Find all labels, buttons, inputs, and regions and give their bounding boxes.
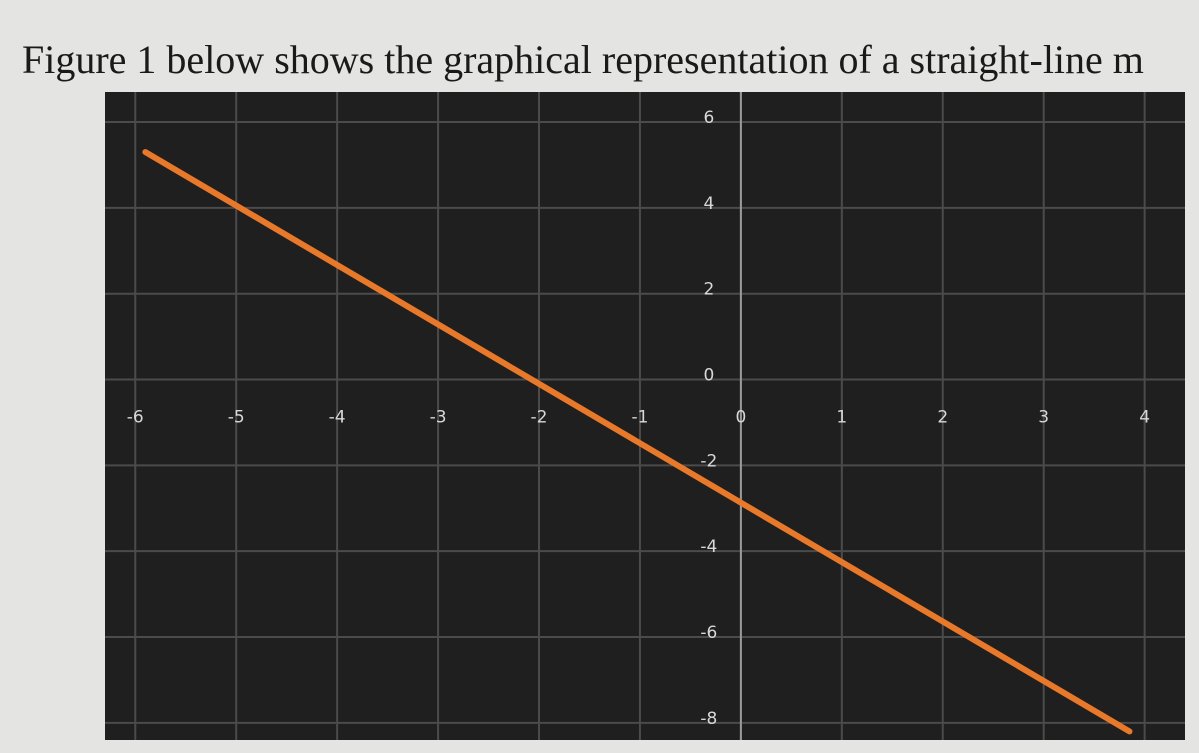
y-tick-label: -8 (700, 709, 717, 729)
y-tick-label: 0 (703, 366, 714, 386)
y-tick-label: -6 (700, 623, 717, 643)
x-tick-label: -5 (228, 408, 245, 428)
x-tick-label: 4 (1139, 408, 1150, 428)
plot-area: -6 -5 -4 -3 -2 -1 0 1 2 3 4 -8 -6 -4 -2 0 2 4 6 (105, 92, 1185, 740)
data-line (142, 149, 1133, 735)
x-tick-label: -6 (127, 408, 144, 428)
x-tick-label: 2 (937, 408, 948, 428)
header-text: Figure 1 below shows the graphical repre… (22, 37, 1144, 82)
y-tick-label: 2 (703, 280, 714, 300)
chart-background (105, 92, 1185, 740)
y-tick-label: -4 (700, 537, 717, 557)
x-tick-label: -3 (430, 408, 447, 428)
x-tick-label: -2 (531, 408, 548, 428)
x-tick-label: -1 (631, 408, 648, 428)
y-tick-label: 6 (703, 108, 714, 128)
y-tick-label: -2 (700, 451, 717, 471)
y-tick-label: 4 (703, 194, 714, 214)
x-tick-label: 1 (836, 408, 847, 428)
x-tick-label: 3 (1038, 408, 1049, 428)
x-tick-label: -4 (329, 408, 346, 428)
x-tick-label: 0 (735, 408, 746, 428)
